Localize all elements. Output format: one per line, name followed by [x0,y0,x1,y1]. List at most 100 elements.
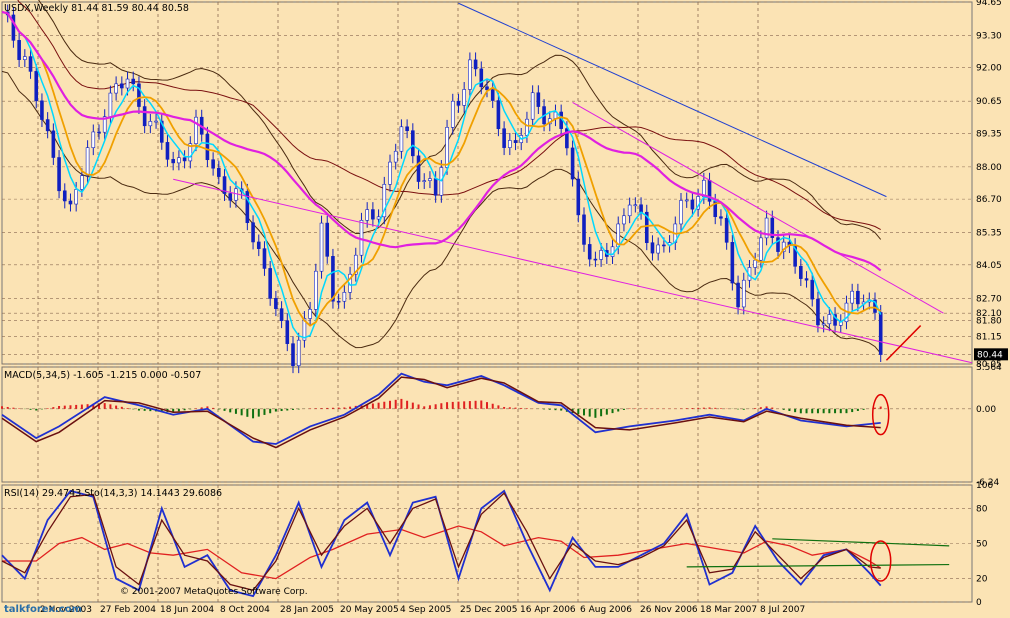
candle-body [833,314,837,326]
y-tick-label: 81.80 [976,317,1002,327]
candle-body [764,217,769,239]
candle-body [827,314,832,325]
candle-body [502,128,506,148]
candle-body [228,193,233,201]
candle-body [97,131,101,134]
candle-body [28,56,33,72]
y-tick-label: 3.564 [976,363,1002,373]
x-tick-label: 26 Nov 2006 [640,605,698,615]
candle-body [576,178,581,216]
y-tick-label: -6.24 [976,478,1000,488]
ma-medium-line [1,11,882,327]
candle-body [428,178,432,181]
panel-frame-1 [1,1,973,365]
y-tick-label: 50 [976,540,988,550]
candle-body [382,184,387,218]
candle-body [256,241,261,249]
candle-body [291,343,295,367]
y-tick-label: 86.70 [976,195,1002,205]
candle-body [587,244,592,260]
y-tick-label: 80 [976,504,988,514]
candle-body [816,298,820,326]
candle-body [856,290,860,305]
y-tick-label: 0 [976,598,982,608]
candle-body [279,308,284,321]
candle-body [690,199,695,210]
candle-body [759,237,763,261]
candle-body [245,191,250,224]
candle-body [285,320,290,344]
candle-body [702,179,706,197]
rsi-panel-title: RSI(14) 29.4743 Sto(14,3,3) 14.1443 29.6… [4,488,222,499]
candle-body [776,237,780,252]
chart-marks [1,0,973,598]
candle-body [679,200,683,225]
ma-fast-line [1,11,882,339]
candle-body [450,100,455,128]
macd-signal-line [1,376,881,449]
watermark: talkforex.com [4,604,82,615]
candle-body [656,244,660,254]
candle-body [684,199,689,202]
candle-body [462,89,466,106]
candle-body [411,130,415,157]
candle-body [376,216,381,220]
candle-body [456,100,461,106]
candle-body [496,100,501,130]
candle-body [650,242,655,254]
candle-body [325,222,330,257]
candle-body [582,214,586,245]
x-tick-label: 16 Apr 2006 [520,605,576,615]
candle-body [473,59,478,70]
x-tick-label: 2 Nov 2003 [40,605,92,615]
candle-body [114,83,118,94]
candle-body [45,119,50,132]
candle-body [74,189,78,205]
candle-body [211,159,215,169]
macd-panel-title: MACD(5,34,5) -1.605 -1.215 0.000 -0.507 [4,370,201,381]
candle-body [433,178,438,196]
y-axis-labels: 94.65 93.30 92.00 90.65 89.35 88.00 86.70 85.35… [974,0,1008,608]
rsi-trend-line-lower [686,563,950,568]
candle-body [490,89,495,101]
rsi-highlight-ellipse [869,540,892,582]
candle-body [753,259,757,268]
candle-body [365,209,369,221]
forecast-arrow [885,325,922,361]
candle-body [639,204,643,213]
trend-line-lower [173,178,973,364]
candle-body [205,133,210,161]
candle-body [182,157,187,162]
candle-body [644,211,649,244]
rsi-line [2,525,882,580]
y-tick-label: 94.65 [976,0,1002,8]
candle-body [80,175,84,190]
candle-body [137,83,141,107]
candle-body [593,258,598,261]
x-tick-label: 27 Feb 2004 [100,605,156,615]
candle-body [359,219,364,256]
candle-body [120,83,124,89]
candle-body [371,209,375,220]
candle-body [405,126,409,131]
stochastic-d-line [1,492,881,592]
candle-body [810,279,815,300]
upper-band-line [38,0,882,240]
candle-body [724,217,729,243]
x-tick-label: 25 Dec 2005 [460,605,518,615]
lower-band-line [1,70,882,354]
candle-body [393,150,398,163]
candle-body [102,116,107,133]
y-tick-label: 20 [976,575,988,585]
current-price-label: 80.44 [977,350,1003,360]
candle-body [627,204,632,217]
candle-body [222,176,227,194]
candle-body [296,339,301,367]
y-tick-label: 90.65 [976,97,1002,107]
candle-body [268,268,272,299]
candle-body [331,256,335,302]
candle-body [399,126,404,152]
macd-highlight-ellipse [871,393,890,436]
x-tick-label: 18 Mar 2007 [700,605,757,615]
